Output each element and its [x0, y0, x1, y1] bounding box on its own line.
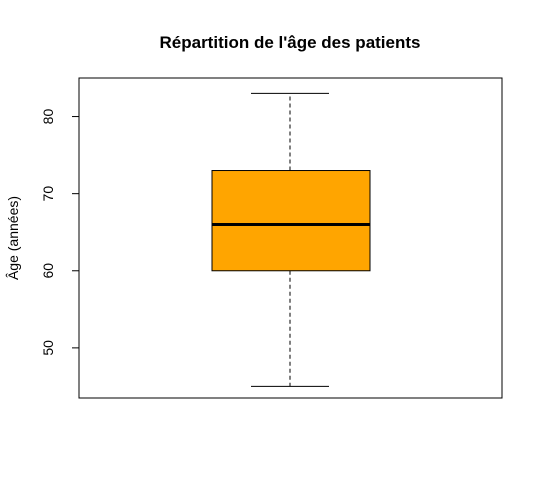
y-tick-label: 70 [40, 186, 56, 202]
iqr-box [211, 170, 371, 272]
y-tick-label: 50 [40, 340, 56, 356]
boxplot [211, 92, 371, 387]
y-axis-label: Âge (années) [5, 196, 21, 280]
y-tick-label: 80 [40, 109, 56, 125]
y-axis: 50 60 70 80 [40, 109, 80, 356]
chart-title: Répartition de l'âge des patients [160, 33, 421, 52]
y-tick-label: 60 [40, 263, 56, 279]
